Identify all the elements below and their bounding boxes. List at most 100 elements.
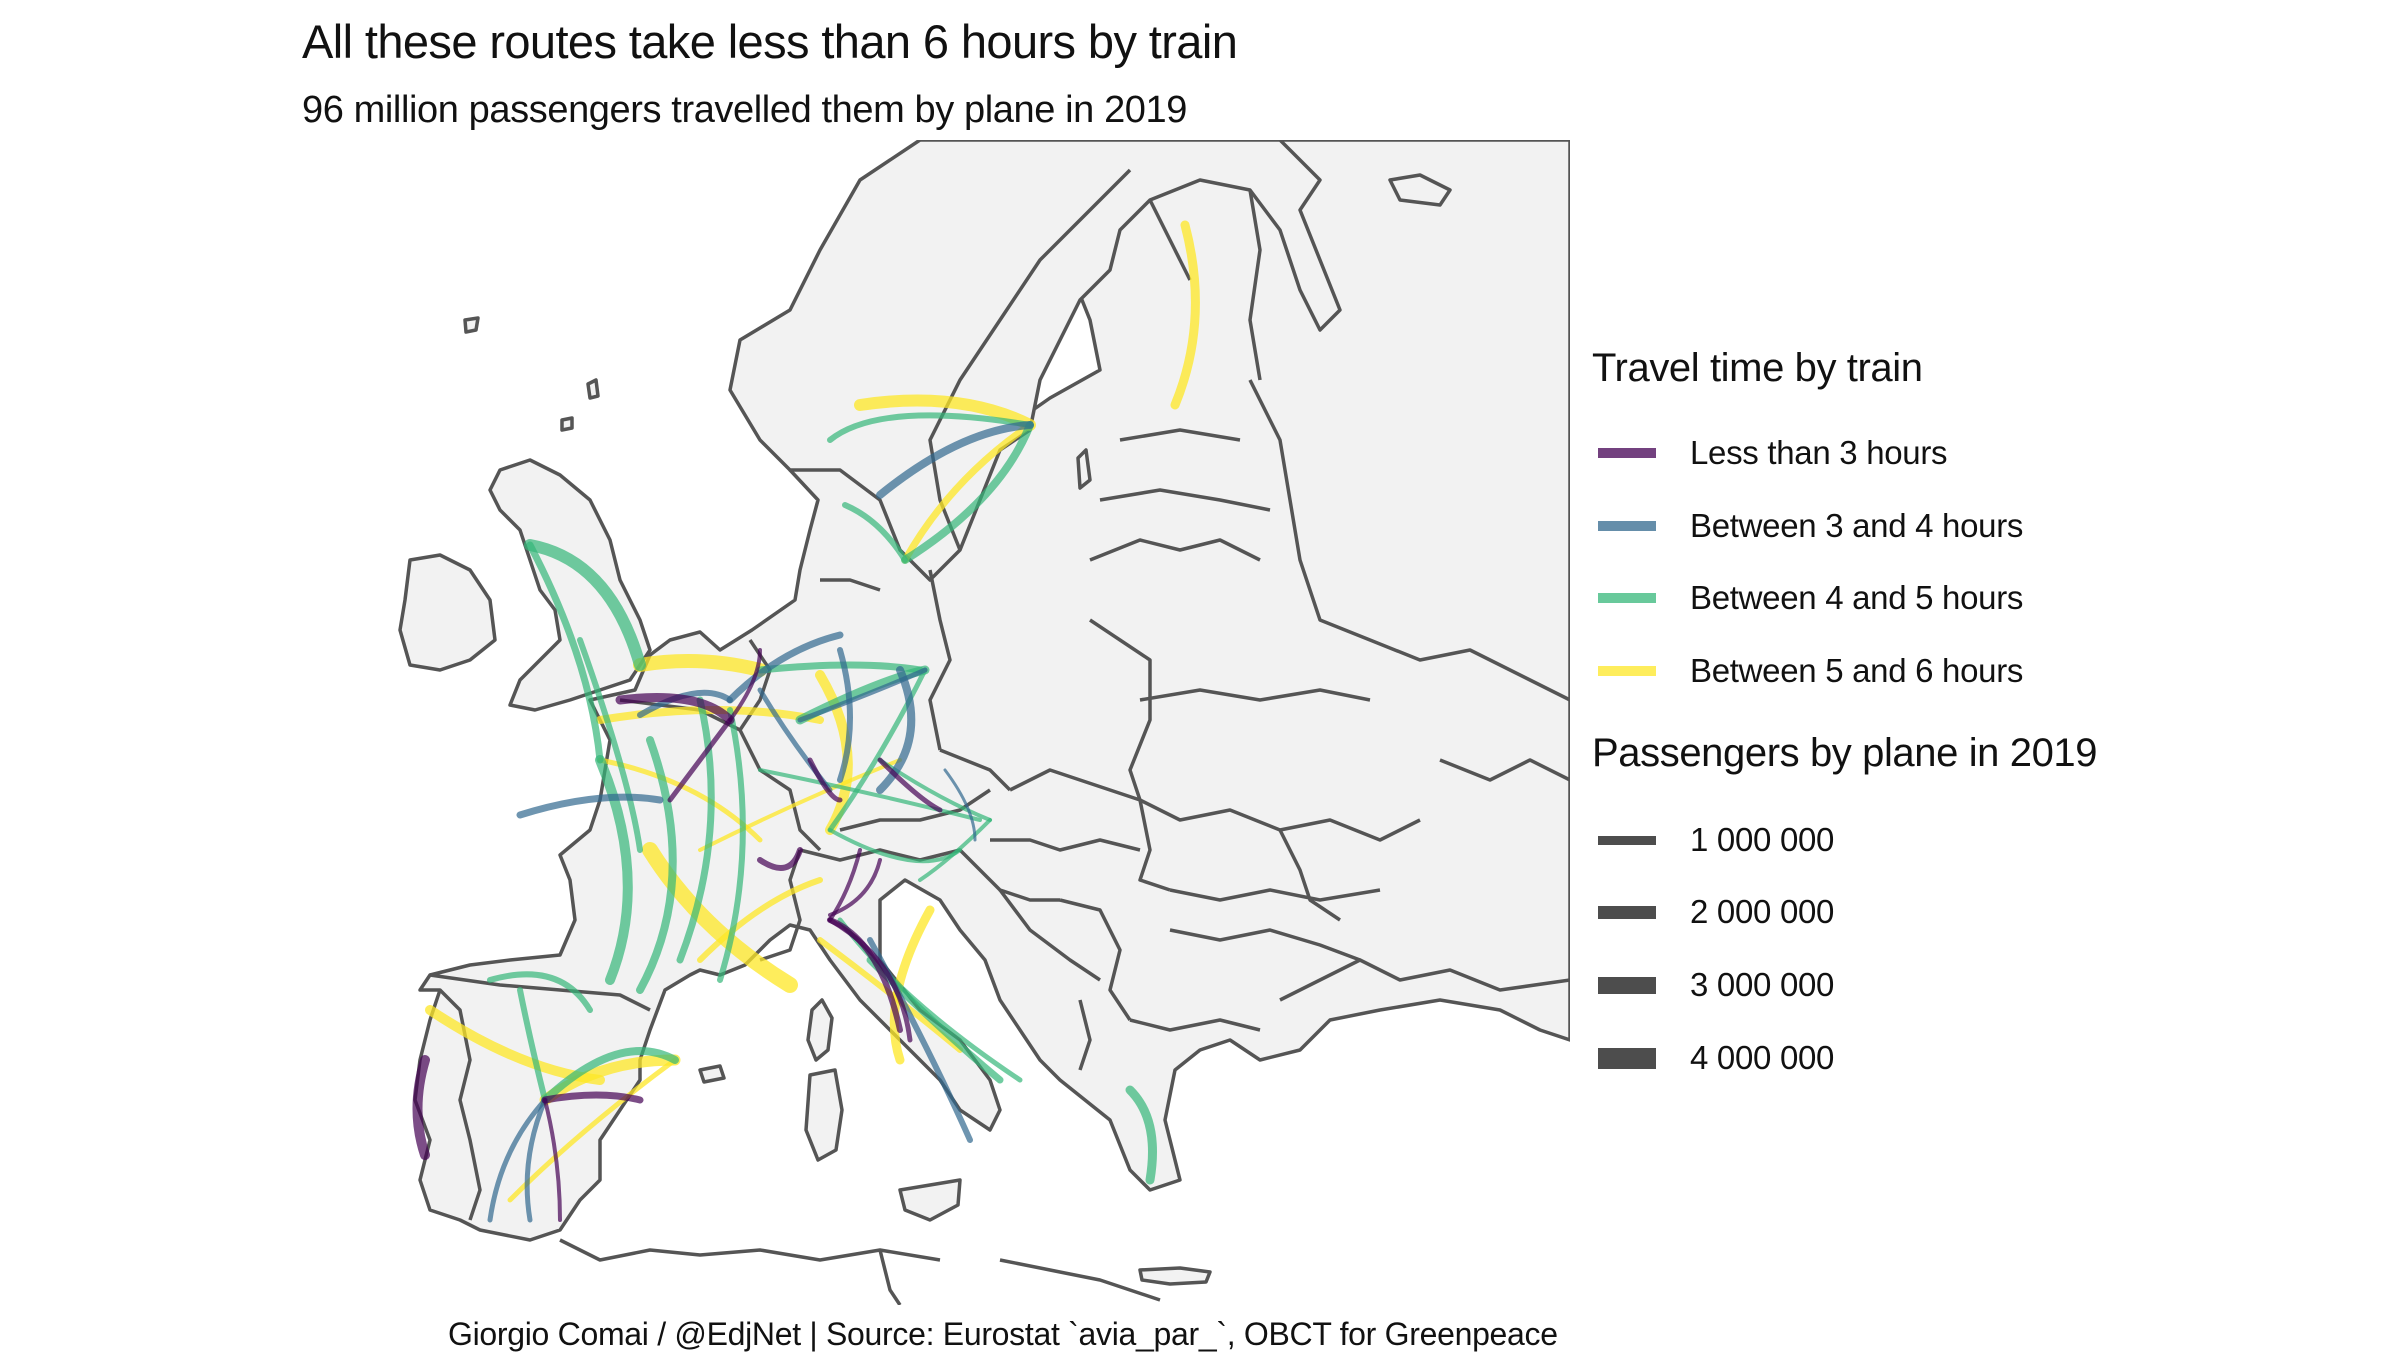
route <box>487 1097 548 1223</box>
legend-size-swatch <box>1598 1047 1656 1069</box>
route <box>615 693 735 725</box>
route <box>667 717 733 803</box>
sardinia <box>804 1068 844 1162</box>
border-germany-poland <box>928 569 952 751</box>
route <box>943 768 977 842</box>
legend-size-label: 1 000 000 <box>1690 821 1835 858</box>
route <box>807 757 843 803</box>
border-moldova <box>1278 829 1341 922</box>
border-france-germany <box>738 729 822 852</box>
border-finland-russia <box>1248 189 1262 381</box>
legend-size-swatch <box>1598 905 1656 919</box>
faroe-island <box>463 316 480 334</box>
border-lithuania-latvia <box>1099 488 1271 512</box>
route <box>633 654 767 677</box>
legend-color-item: Less than 3 hours <box>1598 433 1948 473</box>
route <box>698 758 902 852</box>
legend-color-swatch <box>1598 521 1656 531</box>
route <box>487 971 593 1013</box>
scandinavia <box>728 140 1342 582</box>
svalbard-island <box>1388 173 1452 207</box>
route <box>1170 220 1200 410</box>
route <box>827 412 1033 443</box>
legend-color-label: Less than 3 hours <box>1690 434 1948 471</box>
border-czech-slovakia <box>1009 768 1141 802</box>
ireland <box>398 553 497 672</box>
border-albania <box>1078 999 1092 1071</box>
legend-size-item: 4 000 000 <box>1598 1038 1834 1078</box>
legend-size-item: 1 000 000 <box>1598 820 1834 860</box>
route <box>854 394 1036 431</box>
border-russia-west <box>1248 379 1570 702</box>
legend-color-swatch <box>1598 593 1656 603</box>
legend-color-swatch <box>1598 666 1656 676</box>
route <box>1125 1085 1157 1185</box>
legend-size-label: 3 000 000 <box>1690 966 1835 1003</box>
border-estonia <box>1119 428 1241 442</box>
route <box>524 539 646 671</box>
great-britain <box>488 458 652 712</box>
legend-size-title: Passengers by plane in 2019 <box>1592 731 2098 775</box>
route <box>901 421 1034 564</box>
border-germany-denmark <box>820 578 881 592</box>
legend-color-swatch <box>1598 448 1656 458</box>
border-germany-czech <box>939 748 1012 792</box>
routes-under-3h <box>412 648 943 1222</box>
border-bulgaria-greece <box>1129 1018 1261 1032</box>
source-caption: Giorgio Comai / @EdjNet | Source: Eurost… <box>448 1316 1558 1352</box>
border-libya <box>999 1258 1161 1302</box>
legend-size-item: 3 000 000 <box>1598 965 1834 1005</box>
crete <box>1138 1266 1212 1286</box>
land-masses <box>398 140 1570 1286</box>
sicily <box>898 1178 962 1222</box>
route <box>837 647 853 783</box>
shetland-island <box>586 378 600 400</box>
legend-size-label: 4 000 000 <box>1690 1039 1835 1076</box>
route <box>726 631 844 704</box>
border-romania-south <box>1169 888 1381 902</box>
legend-size-swatch <box>1598 835 1656 845</box>
border-poland-belarus <box>1089 618 1152 801</box>
route <box>827 917 913 1043</box>
route <box>756 661 924 674</box>
legend-color-title: Travel time by train <box>1592 346 1923 390</box>
route <box>876 666 916 794</box>
route <box>728 648 762 722</box>
route <box>876 421 1034 499</box>
map-title: All these routes take less than 6 hours … <box>302 15 1238 68</box>
corsica <box>806 998 834 1062</box>
border-baltics <box>1089 538 1261 562</box>
route <box>717 707 746 983</box>
route <box>541 1047 679 1104</box>
border-swiss-italy <box>799 848 961 862</box>
route <box>918 818 992 882</box>
route <box>828 848 862 922</box>
border-croatia-bosnia <box>998 888 1101 982</box>
route <box>412 1055 430 1160</box>
border-portugal-spain <box>438 988 482 1221</box>
border-turkey <box>1279 958 1570 1002</box>
route <box>517 987 548 1103</box>
legend-size-label: 2 000 000 <box>1690 893 1835 930</box>
legend-color-label: Between 4 and 5 hours <box>1690 579 2024 616</box>
route <box>676 696 715 964</box>
border-austria-hungary <box>990 838 1141 852</box>
border-hungary-romania <box>1138 799 1171 892</box>
border-spain-france <box>429 973 651 1012</box>
route <box>827 667 928 833</box>
border-france-italy <box>759 849 802 962</box>
legend-color-label: Between 3 and 4 hours <box>1690 507 2024 544</box>
route <box>543 1098 562 1222</box>
legend-color-item: Between 3 and 4 hours <box>1598 506 2023 546</box>
route <box>842 502 908 563</box>
route <box>797 667 928 723</box>
border-serbia <box>1059 898 1132 1021</box>
legend-size-item: 2 000 000 <box>1598 892 1834 932</box>
border-algeria-tunisia <box>878 1249 902 1305</box>
border-belarus-ukraine <box>1139 688 1371 702</box>
legend-color-label: Between 5 and 6 hours <box>1690 652 2024 689</box>
route <box>757 847 803 871</box>
route <box>577 637 643 853</box>
border-bulgaria <box>1169 928 1361 962</box>
